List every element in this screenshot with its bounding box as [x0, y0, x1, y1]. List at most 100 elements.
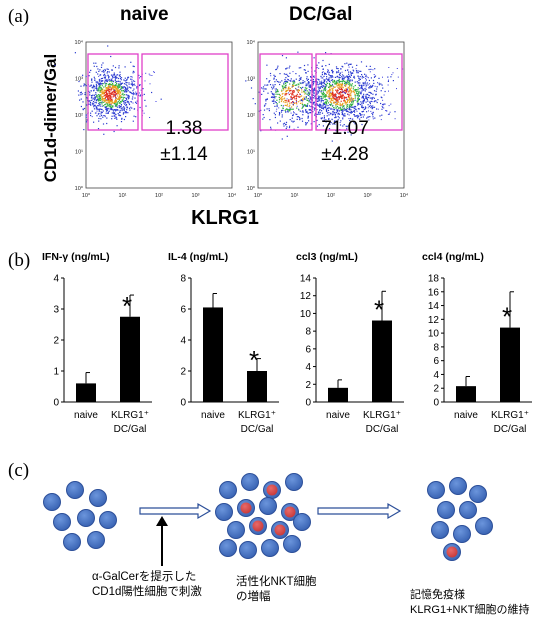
flow-dot	[362, 101, 364, 103]
flow-dot	[119, 84, 121, 86]
bar-ytick: 12	[300, 291, 312, 302]
flow-dot	[365, 86, 367, 88]
nkt-cell	[437, 501, 455, 519]
flow-dot	[124, 100, 126, 102]
flow-dot	[98, 87, 100, 89]
flow-dot	[334, 117, 336, 119]
nkt-cell	[283, 535, 301, 553]
flow-dot	[349, 87, 351, 89]
flow-dot	[283, 82, 285, 84]
flow-dot	[322, 59, 324, 62]
flow-dot	[130, 83, 132, 85]
flow-dot	[285, 99, 287, 102]
flow-dot	[331, 140, 333, 142]
flow-dot	[119, 81, 121, 83]
flow-dot	[276, 91, 278, 93]
flow-dot	[323, 75, 325, 77]
flow-dot	[118, 65, 120, 67]
flow-dot	[114, 66, 117, 69]
flow-dot	[93, 97, 95, 99]
flow-dot	[347, 82, 350, 84]
flow-dot	[297, 90, 299, 92]
flow-dot	[339, 88, 341, 90]
flow-xtick: 10⁰	[254, 192, 263, 199]
flow-dot	[123, 106, 125, 108]
flow-dot	[94, 96, 96, 98]
flow-dot	[148, 73, 150, 75]
flow-dot	[361, 97, 363, 99]
flow-dot	[329, 104, 331, 106]
flow-dot	[82, 74, 84, 76]
flow-dot	[365, 101, 367, 103]
flow-dot	[337, 109, 339, 111]
flow-dot	[319, 83, 321, 85]
flow-dot	[120, 96, 122, 99]
flow-dot	[110, 79, 112, 81]
flow-dot	[343, 107, 345, 109]
flow-dot	[342, 108, 344, 111]
flow-dot	[333, 101, 335, 103]
flow-dot	[92, 94, 94, 96]
flow-dot	[99, 94, 101, 96]
flow-dot	[117, 98, 119, 100]
flow-dot	[294, 84, 296, 86]
flow-dot	[122, 108, 124, 110]
flow-dot	[96, 81, 98, 83]
flow-dot	[336, 67, 338, 70]
flow-dot	[354, 88, 356, 91]
flow-dot	[149, 74, 151, 76]
flow-dot	[276, 67, 279, 69]
flow-dot	[285, 77, 287, 79]
bar-ytick: 2	[180, 367, 186, 378]
panel-label-a: (a)	[8, 6, 30, 27]
flow-dot	[109, 101, 111, 104]
flow-dot	[110, 104, 112, 106]
flow-dot	[105, 94, 107, 96]
flow-dot	[326, 99, 328, 101]
flow-dot	[343, 75, 345, 77]
flow-dot	[360, 84, 362, 86]
nkt-cell	[427, 481, 445, 499]
flow-dot	[344, 76, 346, 78]
flow-dot	[331, 69, 333, 71]
flow-dot	[348, 111, 349, 113]
flow-dot	[358, 94, 360, 97]
flow-dot	[364, 81, 367, 83]
flow-dot	[119, 90, 121, 92]
flow-dot	[305, 104, 307, 107]
flow-dot	[362, 99, 364, 102]
bar	[456, 386, 476, 402]
flow-dot	[121, 90, 123, 92]
flow-dot	[290, 96, 292, 98]
flow-dot	[93, 65, 95, 67]
flow-dot	[338, 96, 340, 98]
flow-dot	[271, 88, 273, 90]
flow-dot	[316, 125, 318, 127]
flow-dot	[316, 109, 318, 111]
flow-dot	[119, 91, 121, 93]
flow-dot	[104, 82, 106, 84]
flow-dot	[352, 103, 354, 105]
flow-dot	[116, 101, 118, 103]
flow-dot	[339, 74, 341, 76]
flow-dot	[90, 69, 92, 71]
flow-dot	[112, 74, 114, 76]
flow-dot	[109, 88, 111, 90]
flow-dot	[279, 98, 281, 100]
flow-dot	[291, 80, 293, 82]
flow-dot	[94, 112, 96, 114]
flow-dot	[341, 91, 343, 93]
flow-dot	[287, 87, 289, 89]
flow-dot	[342, 87, 344, 89]
flow-dot	[350, 92, 352, 94]
flow-dot	[155, 101, 157, 102]
flow-dot	[328, 98, 330, 100]
flow-dot	[309, 108, 311, 111]
flow-dot	[368, 91, 370, 93]
flow-dot	[356, 110, 358, 112]
flow-dot	[330, 108, 332, 110]
flow-dot	[99, 103, 101, 105]
flow-dot	[151, 91, 153, 94]
flow-dot	[102, 111, 103, 113]
flow-dot	[101, 101, 103, 103]
